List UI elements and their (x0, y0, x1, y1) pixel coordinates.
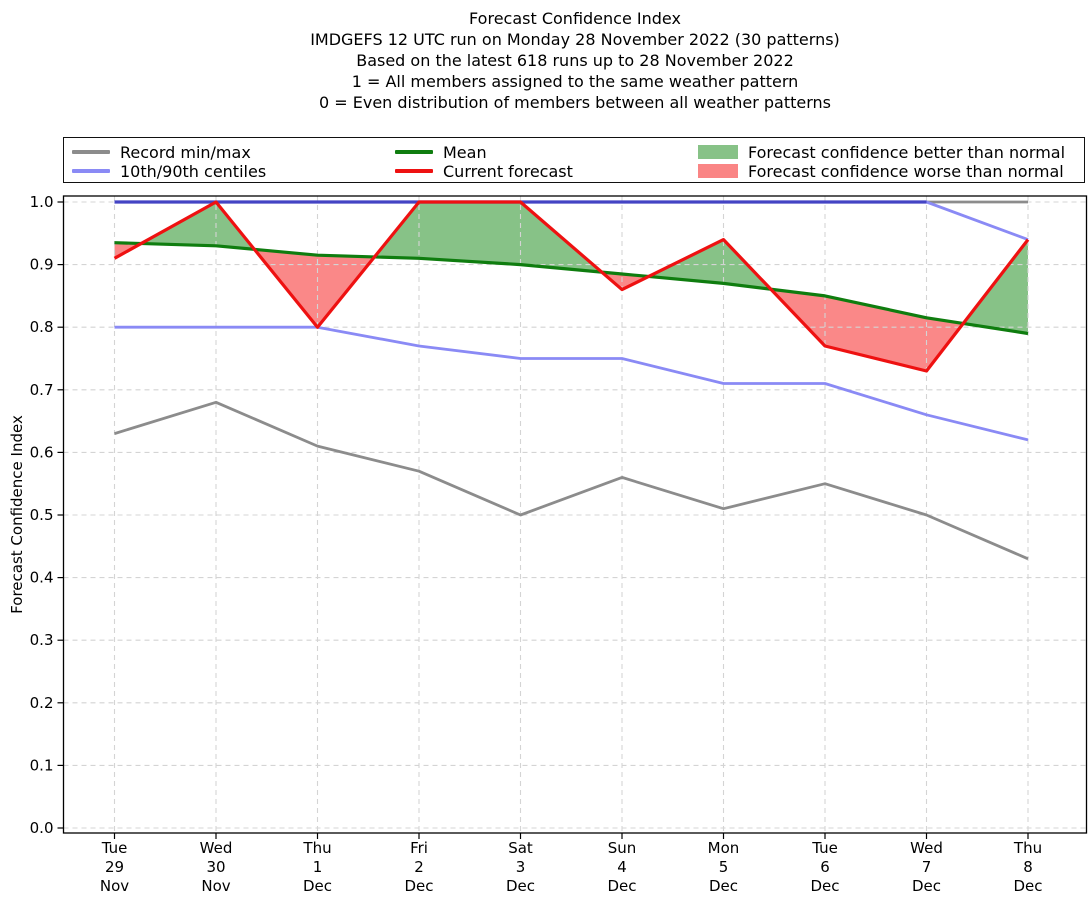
x-tick-label: Tue (101, 839, 128, 857)
y-tick-label: 0.1 (30, 756, 54, 774)
x-tick-label: 30 (206, 858, 225, 876)
x-tick-label: 7 (922, 858, 932, 876)
forecast-confidence-figure: Forecast Confidence IndexIMDGEFS 12 UTC … (0, 0, 1092, 924)
centile-90-line (115, 202, 1029, 240)
x-tick-label: Dec (607, 877, 636, 895)
x-tick-label: 6 (820, 858, 830, 876)
y-tick-label: 0.8 (30, 318, 54, 336)
fill-regions (115, 202, 1029, 371)
better-than-normal-fill (141, 202, 254, 249)
x-tick-label: Mon (708, 839, 740, 857)
tick-marks (58, 202, 1029, 839)
gridlines (64, 196, 1087, 833)
y-tick-label: 1.0 (30, 193, 54, 211)
plot-area: 0.00.10.20.30.40.50.60.70.80.91.0Tue29No… (0, 0, 1092, 924)
y-tick-label: 0.7 (30, 381, 54, 399)
x-tick-label: Thu (1013, 839, 1042, 857)
y-tick-label: 0.9 (30, 256, 54, 274)
x-tick-label: Nov (201, 877, 230, 895)
x-tick-label: Dec (1013, 877, 1042, 895)
x-tick-label: Dec (404, 877, 433, 895)
x-tick-label: Sat (508, 839, 533, 857)
record-min-line (115, 402, 1029, 559)
y-tick-label: 0.5 (30, 506, 54, 524)
y-axis-label: Forecast Confidence Index (8, 415, 26, 614)
x-tick-label: 8 (1023, 858, 1033, 876)
x-tick-label: Fri (410, 839, 428, 857)
x-tick-label: Thu (302, 839, 331, 857)
x-tick-label: 1 (313, 858, 323, 876)
x-tick-label: Dec (912, 877, 941, 895)
y-tick-label: 0.0 (30, 819, 54, 837)
x-tick-label: Tue (811, 839, 838, 857)
y-tick-label: 0.2 (30, 694, 54, 712)
x-tick-label: Dec (506, 877, 535, 895)
x-tick-label: 5 (719, 858, 729, 876)
x-tick-label: Dec (810, 877, 839, 895)
x-tick-label: Dec (303, 877, 332, 895)
x-tick-label: Wed (200, 839, 233, 857)
tick-labels: 0.00.10.20.30.40.50.60.70.80.91.0Tue29No… (8, 193, 1043, 895)
x-tick-label: Sun (608, 839, 637, 857)
x-tick-label: Nov (100, 877, 129, 895)
x-tick-label: 2 (414, 858, 424, 876)
x-tick-label: Wed (910, 839, 943, 857)
x-tick-label: Dec (709, 877, 738, 895)
x-tick-label: 29 (105, 858, 124, 876)
y-tick-label: 0.4 (30, 569, 54, 587)
x-tick-label: 4 (617, 858, 627, 876)
y-tick-label: 0.6 (30, 443, 54, 461)
x-tick-label: 3 (516, 858, 526, 876)
y-tick-label: 0.3 (30, 631, 54, 649)
worse-than-normal-fill (254, 249, 374, 327)
